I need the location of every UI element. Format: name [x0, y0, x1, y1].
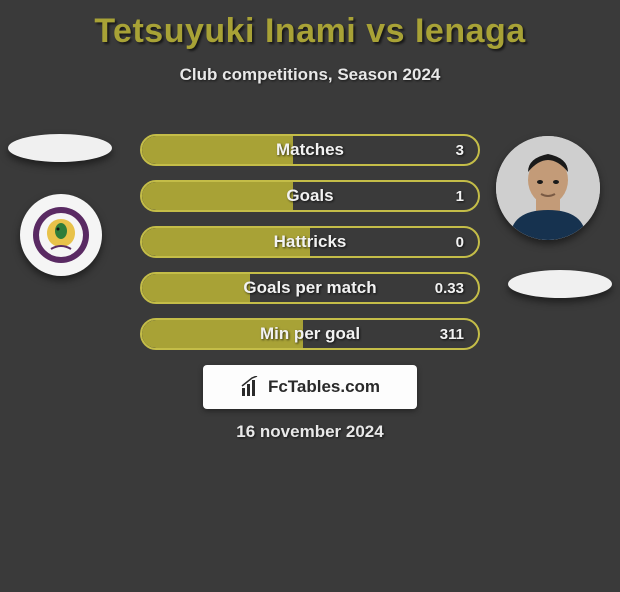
date-text: 16 november 2024 — [0, 422, 620, 442]
brand-badge: FcTables.com — [203, 365, 417, 409]
stat-value: 0.33 — [435, 274, 464, 302]
stat-value: 3 — [456, 136, 464, 164]
player-photo-icon — [496, 136, 600, 240]
page-subtitle: Club competitions, Season 2024 — [0, 65, 620, 85]
stat-value: 1 — [456, 182, 464, 210]
stat-label: Hattricks — [142, 228, 478, 256]
left-club-badge — [20, 194, 102, 276]
stat-label: Min per goal — [142, 320, 478, 348]
stat-pill: Hattricks0 — [140, 226, 480, 258]
stat-label: Goals — [142, 182, 478, 210]
stat-pill: Goals1 — [140, 180, 480, 212]
stat-label: Matches — [142, 136, 478, 164]
stat-pill: Min per goal311 — [140, 318, 480, 350]
stat-value: 311 — [440, 320, 464, 348]
left-player-avatar — [8, 134, 112, 162]
right-club-badge — [508, 270, 612, 298]
stats-panel: Matches3Goals1Hattricks0Goals per match0… — [140, 134, 480, 364]
page-title: Tetsuyuki Inami vs Ienaga — [0, 12, 620, 51]
stat-pill: Goals per match0.33 — [140, 272, 480, 304]
stat-pill: Matches3 — [140, 134, 480, 166]
stat-value: 0 — [456, 228, 464, 256]
stat-label: Goals per match — [142, 274, 478, 302]
bar-chart-icon — [240, 376, 262, 398]
right-player-avatar — [496, 136, 600, 240]
club-crest-icon — [31, 205, 91, 265]
brand-text: FcTables.com — [268, 377, 380, 397]
